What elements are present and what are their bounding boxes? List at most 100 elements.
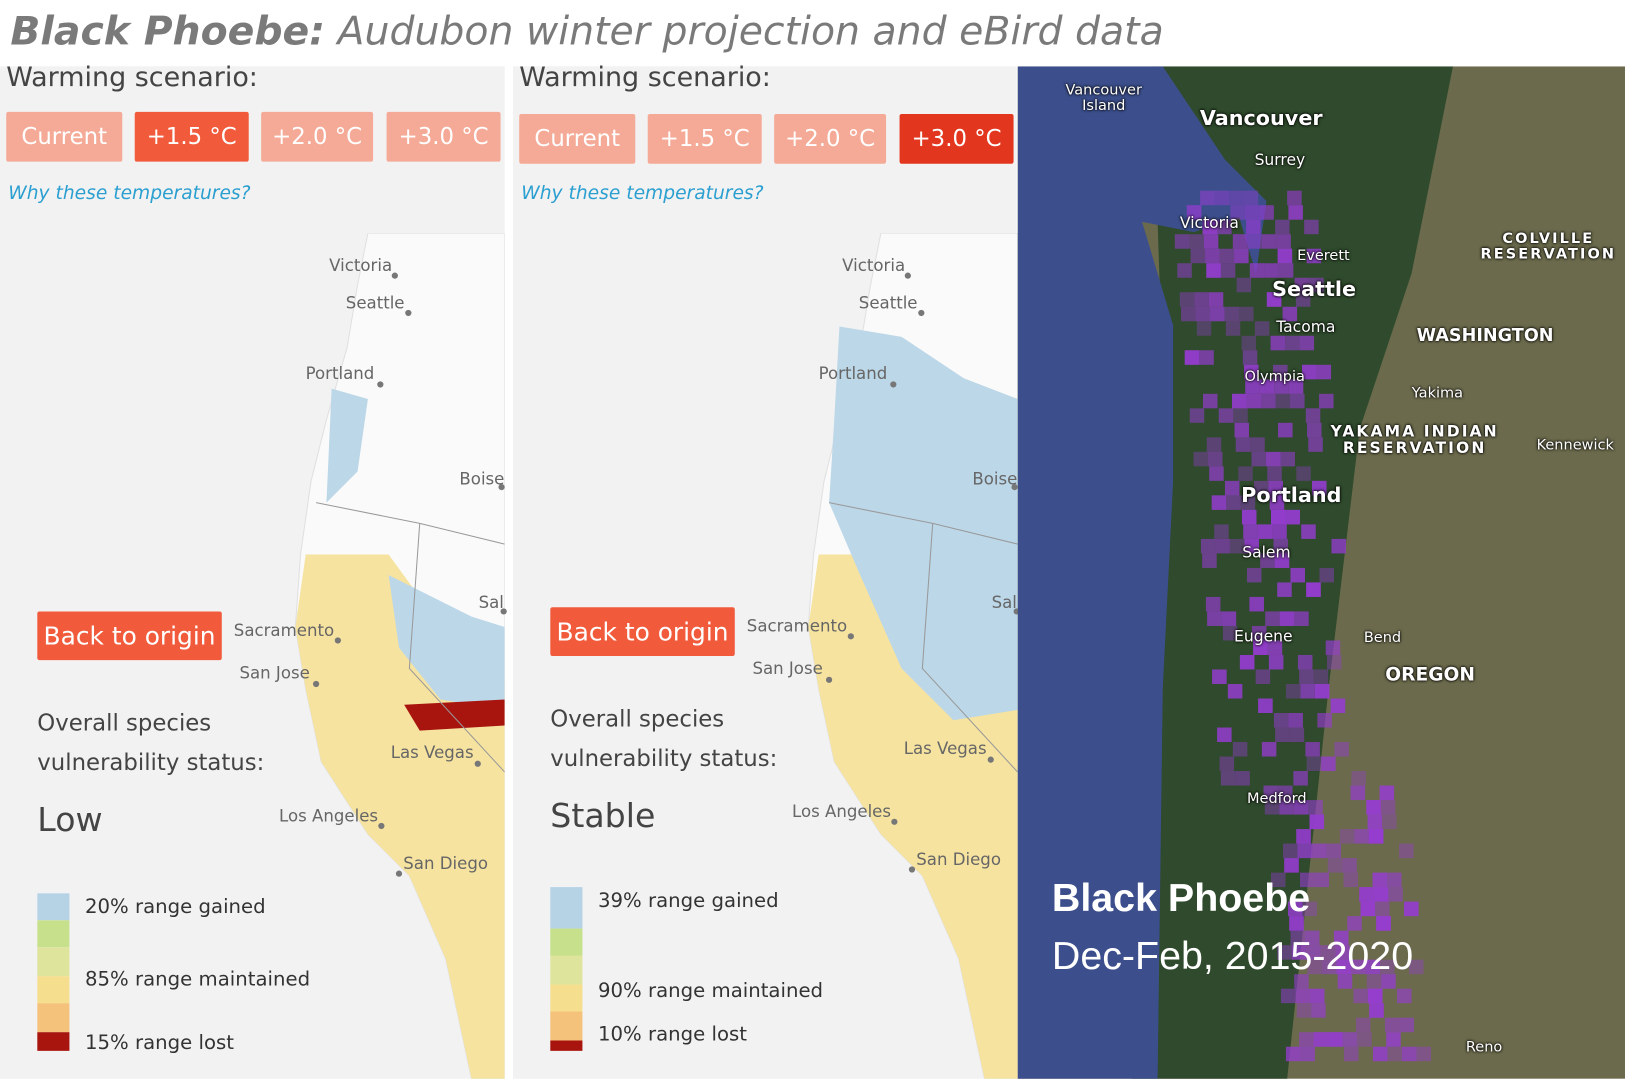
observation-cell — [1306, 248, 1322, 264]
observation-cell — [1290, 930, 1305, 946]
scenario-button[interactable]: +3.0 °C — [899, 113, 1014, 164]
state-border — [828, 502, 1018, 773]
city-label: Portland — [818, 363, 888, 383]
observation-cell — [1294, 611, 1309, 626]
observation-cell — [1280, 451, 1296, 467]
observation-cell — [1278, 422, 1293, 438]
ocean — [1017, 66, 1257, 1079]
city-dot — [908, 866, 916, 873]
observation-cell — [1382, 814, 1397, 830]
observation-cell — [1244, 538, 1259, 554]
info-link[interactable]: Why these temperatures? — [521, 182, 764, 205]
observation-cell — [1409, 959, 1424, 975]
scenario-button[interactable]: +2.0 °C — [261, 111, 374, 162]
observation-cell — [1300, 683, 1315, 699]
observation-cell — [1229, 190, 1244, 206]
scenario-button[interactable]: Current — [6, 111, 123, 162]
observation-cell — [1313, 1032, 1329, 1047]
observation-cell — [1214, 524, 1229, 539]
observation-cell — [1186, 205, 1202, 220]
city-dot — [1013, 608, 1020, 615]
observation-cell — [1283, 843, 1298, 859]
observation-cell — [1299, 335, 1315, 351]
observation-cell — [1235, 771, 1250, 786]
observation-cell — [1387, 872, 1402, 888]
observation-cell — [1270, 872, 1286, 888]
observation-cell — [1336, 959, 1351, 975]
info-link[interactable]: Why these temperatures? — [8, 182, 251, 205]
observation-cell — [1233, 408, 1248, 423]
title-subtitle: Audubon winter projection and eBird data — [337, 8, 1164, 54]
status-label: Overall species — [37, 710, 212, 737]
observation-cell — [1270, 509, 1286, 525]
observation-cell — [1357, 1032, 1372, 1047]
observation-cell — [1241, 509, 1257, 525]
observation-cell — [1225, 321, 1241, 336]
observation-cell — [1299, 669, 1314, 684]
city-label: Las Vegas — [390, 742, 474, 763]
observation-cell — [1289, 727, 1305, 743]
observation-cell — [1376, 916, 1391, 931]
observation-cell — [1261, 393, 1276, 409]
observation-cell — [1219, 248, 1235, 264]
observation-cell — [1205, 596, 1221, 612]
observation-cell — [1285, 1046, 1301, 1062]
observation-cell — [1189, 408, 1205, 423]
city-label: Sal — [478, 592, 504, 612]
observation-cell — [1285, 335, 1300, 351]
city-label: Portland — [305, 363, 375, 383]
observation-cell — [1274, 379, 1289, 394]
observation-cell — [1269, 495, 1285, 510]
observation-cell — [1314, 872, 1330, 888]
status-label: Overall species — [550, 706, 725, 733]
observation-cell — [1305, 742, 1320, 757]
city-dot — [918, 309, 925, 317]
observation-cell — [1218, 408, 1234, 423]
legend-swatch — [550, 887, 583, 929]
observation-cell — [1294, 277, 1310, 293]
observation-cell — [1260, 553, 1275, 568]
city-label: San Diego — [916, 849, 1001, 869]
city-label: Sacramento — [746, 616, 848, 636]
city-dot — [1011, 483, 1018, 491]
observation-cell — [1246, 219, 1261, 235]
scenario-button[interactable]: +3.0 °C — [386, 111, 501, 162]
observation-cell — [1239, 654, 1255, 670]
city-dot — [405, 309, 412, 317]
observation-cell — [1196, 321, 1212, 336]
back-button[interactable]: Back to origin — [550, 607, 735, 657]
observation-cell — [1268, 480, 1284, 496]
observation-cell — [1221, 611, 1237, 626]
observation-cell — [1207, 451, 1223, 467]
observation-cell — [1330, 698, 1346, 714]
map-label: Eugene — [1234, 627, 1293, 646]
observation-cell — [1179, 292, 1195, 307]
observation-cell — [1279, 611, 1295, 626]
observation-cell — [1320, 945, 1336, 960]
observation-cell — [1251, 625, 1267, 641]
observation-cell — [1226, 495, 1241, 510]
back-button[interactable]: Back to origin — [37, 611, 222, 661]
observation-cell — [1207, 611, 1222, 626]
observation-cell — [1386, 1032, 1401, 1047]
observation-cell — [1267, 466, 1282, 481]
scenario-button[interactable]: +1.5 °C — [134, 111, 249, 162]
scenario-button[interactable]: +2.0 °C — [774, 113, 887, 164]
scenario-button[interactable]: +1.5 °C — [647, 113, 762, 164]
observation-cell — [1177, 263, 1192, 278]
observation-cell — [1347, 916, 1362, 931]
observation-cell — [1285, 509, 1300, 525]
observation-cell — [1379, 785, 1395, 801]
map-label: Salem — [1242, 543, 1291, 562]
observation-cell — [1294, 974, 1309, 989]
observation-cell — [1242, 350, 1258, 365]
observation-cell — [1342, 1032, 1358, 1047]
observation-cell — [1260, 553, 1275, 568]
city-label: Los Angeles — [279, 805, 379, 826]
scenario-button[interactable]: Current — [519, 113, 636, 164]
observation-cell — [1355, 1017, 1371, 1033]
observation-cell — [1238, 466, 1253, 481]
observation-cell — [1181, 306, 1196, 322]
city-label: Boise — [972, 468, 1018, 489]
observation-cell — [1258, 698, 1273, 714]
